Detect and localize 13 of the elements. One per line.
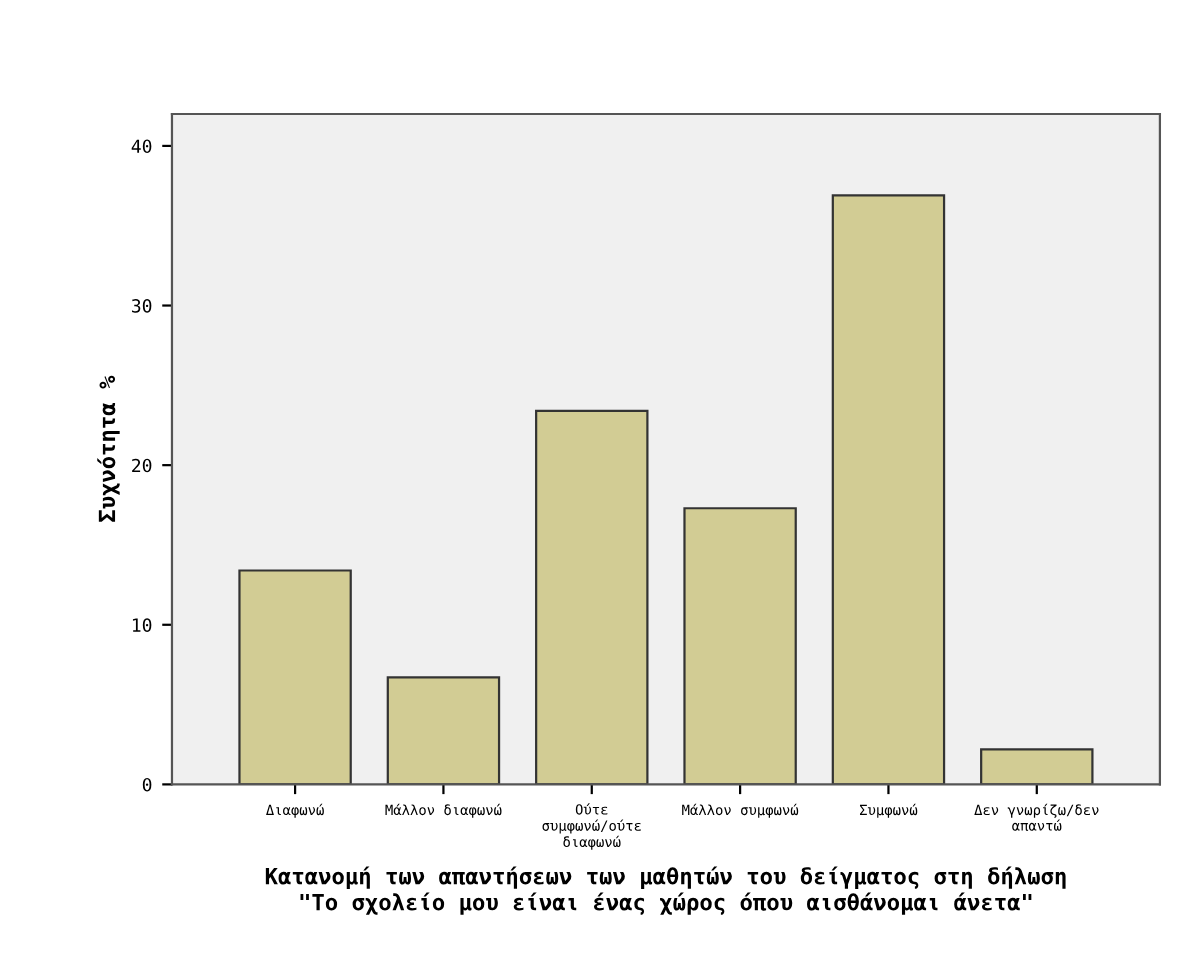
bar	[980, 748, 1094, 785]
y-tick-label: 20	[132, 458, 152, 473]
x-axis-title: Κατανομή των απαντήσεων των μαθητών του δείγματος στη δήλωση "Το σχολείο μου είναι ένας χώρος όπου αισθάνομαι άνετα"	[265, 866, 1066, 915]
bar	[535, 409, 649, 785]
bar	[683, 507, 797, 785]
y-axis-title: Συχνότητα %	[97, 375, 120, 522]
y-tick-label: 40	[131, 139, 152, 154]
bar	[831, 194, 946, 785]
bar	[386, 676, 501, 785]
y-tick-label: 10	[132, 618, 152, 632]
bar	[238, 569, 352, 785]
y-tick-label: 30	[131, 299, 152, 313]
y-tick-label: 0	[142, 777, 152, 792]
